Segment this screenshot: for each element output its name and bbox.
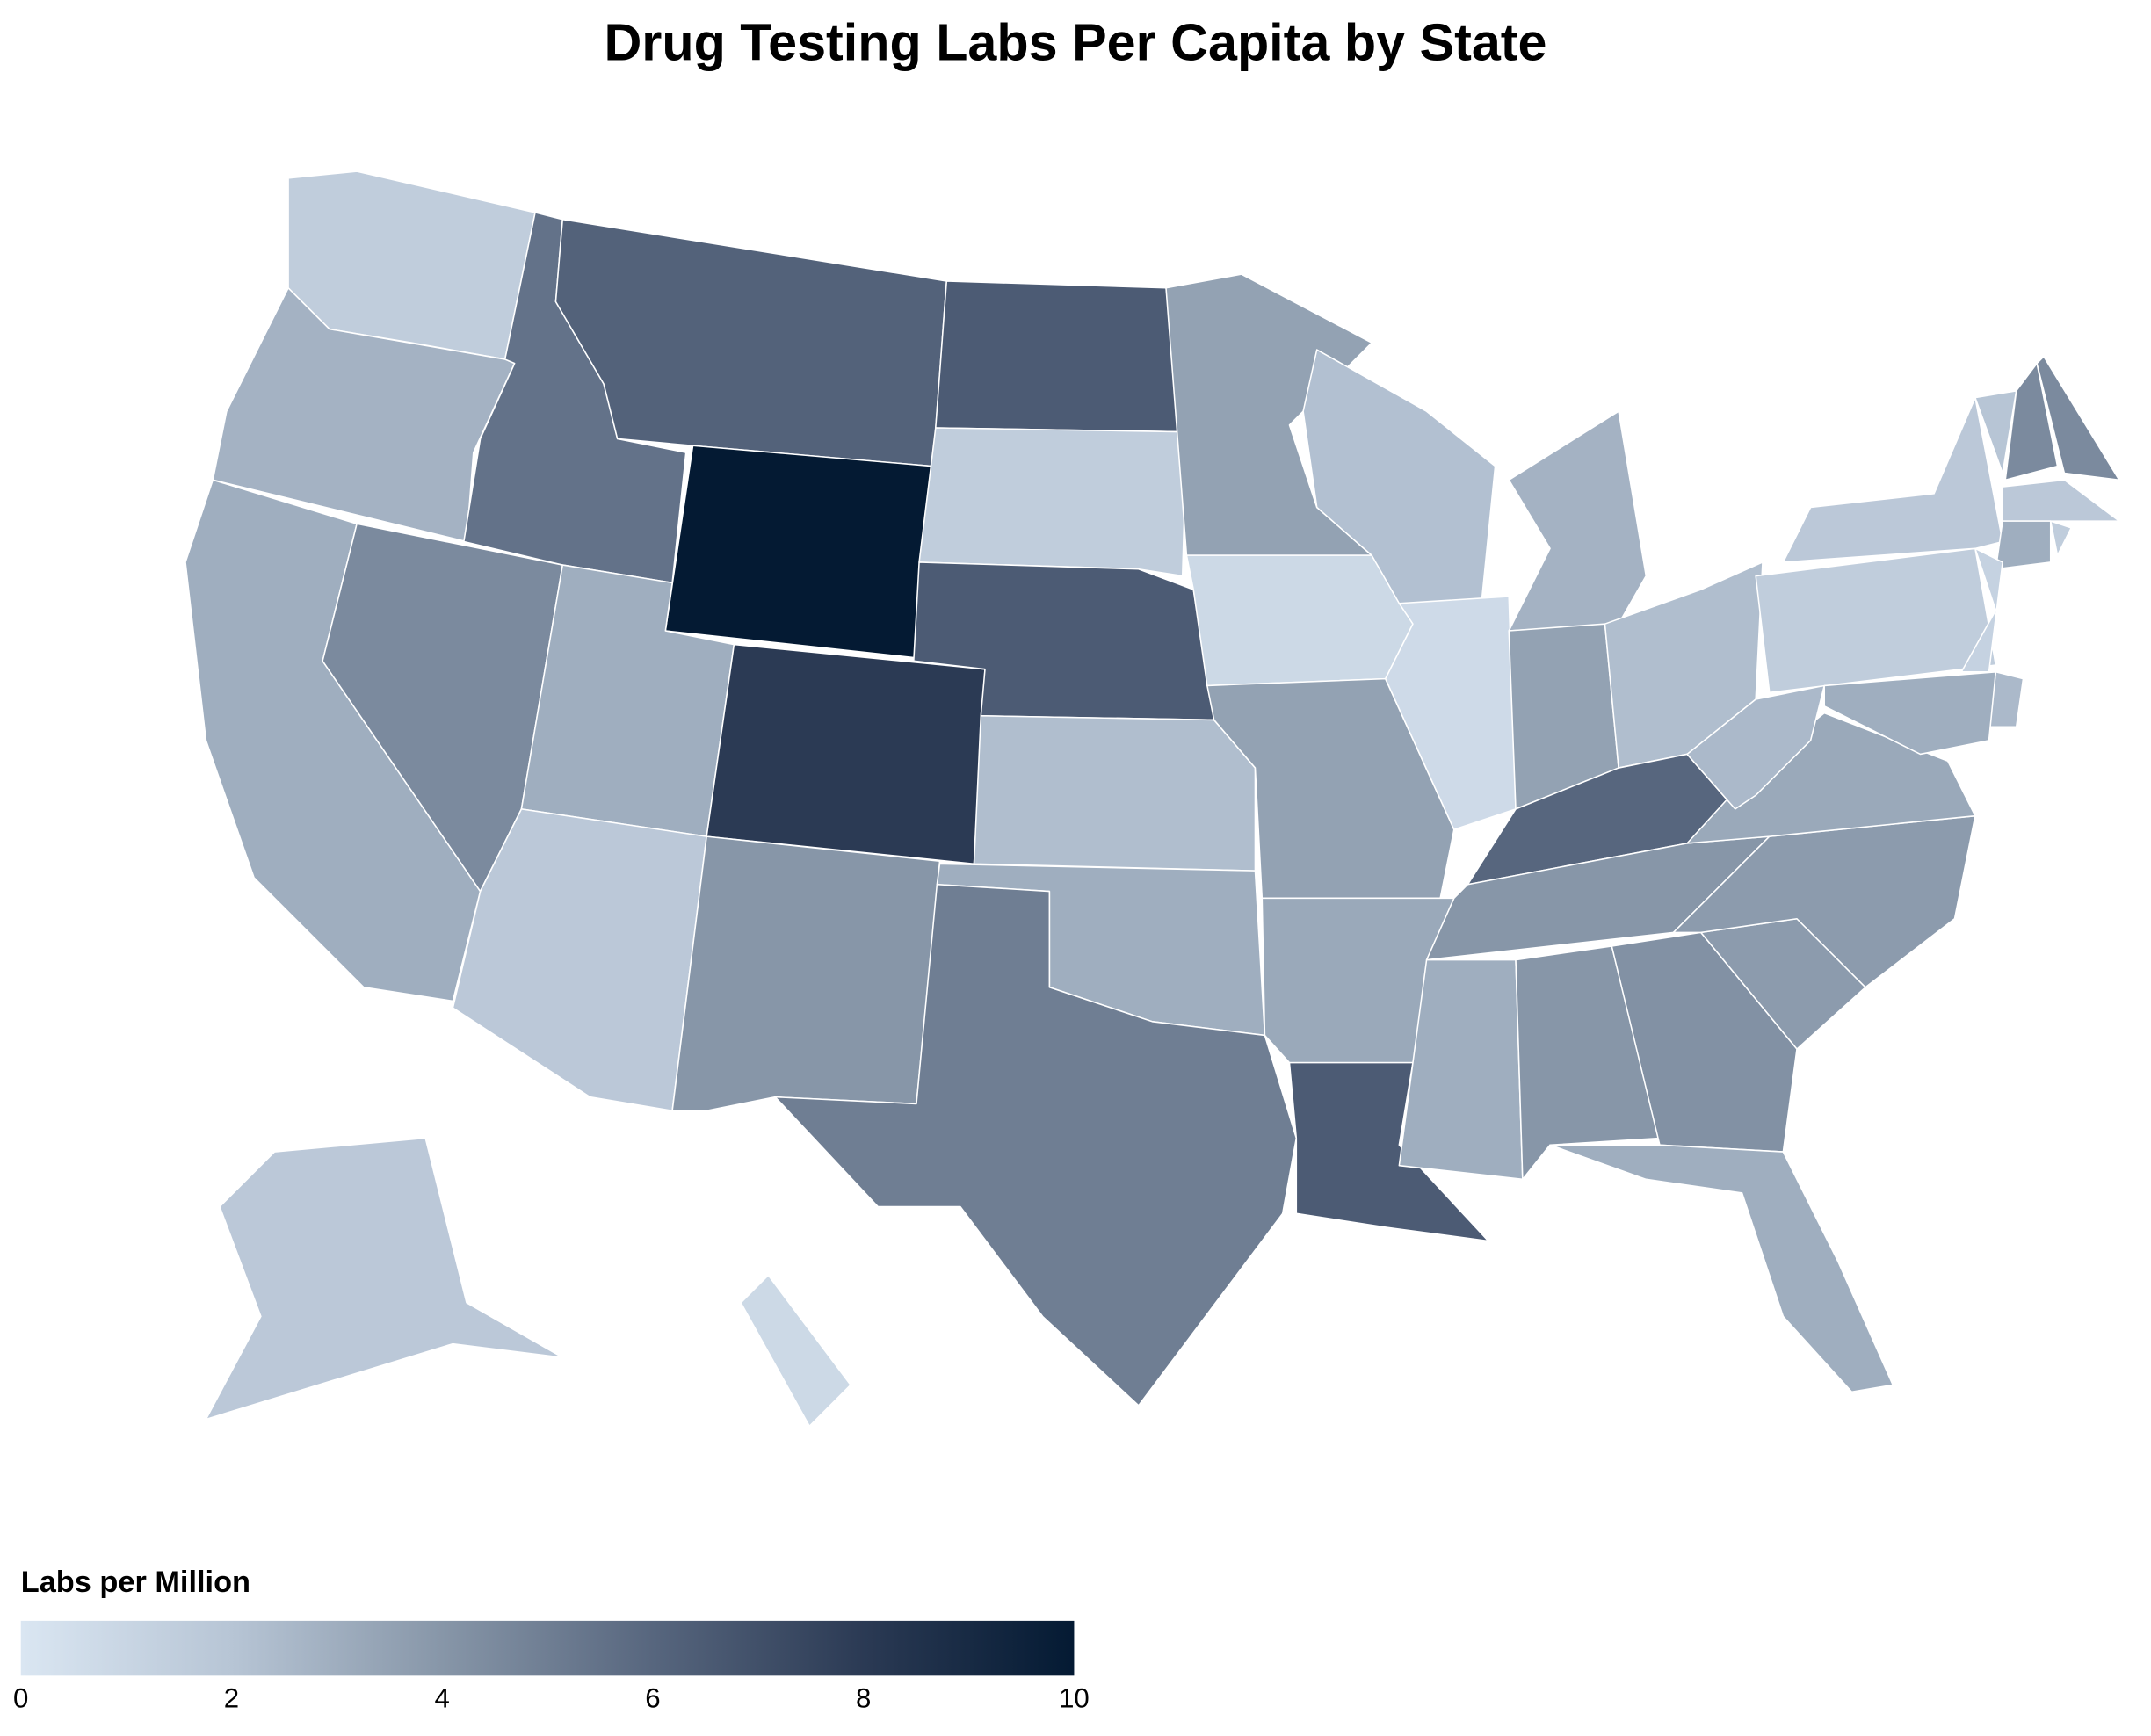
state: [1960, 547, 2003, 673]
state: [1995, 520, 2052, 570]
colorbar: [20, 1620, 1075, 1676]
state: [1823, 671, 1997, 756]
state: [2004, 362, 2059, 481]
state: [2049, 520, 2072, 556]
state: [1398, 958, 1524, 1181]
state: [706, 643, 986, 865]
colorbar-tick-label: 6: [645, 1683, 660, 1714]
state: [212, 286, 516, 543]
state: [664, 445, 934, 659]
colorbar-tick-label: 4: [435, 1683, 450, 1714]
state: [740, 1274, 851, 1428]
state: [2036, 356, 2120, 481]
colorbar-tick-label: 10: [1059, 1683, 1090, 1714]
state: [205, 1137, 564, 1421]
colorbar-tick-label: 8: [856, 1683, 871, 1714]
state: [1185, 554, 1414, 687]
state: [1686, 684, 1825, 810]
chart-title: Drug Testing Labs Per Capita by State: [604, 13, 1546, 72]
state: [1515, 945, 1661, 1181]
state: [1508, 410, 1648, 632]
state: [774, 883, 1298, 1407]
colorbar-tick-label: 2: [224, 1683, 239, 1714]
state: [935, 280, 1188, 433]
state: [1611, 931, 1798, 1153]
state: [973, 714, 1257, 872]
state: [1974, 390, 2017, 474]
colorbar-title: Labs per Million: [21, 1566, 250, 1599]
colorbar-tick-label: 0: [13, 1683, 28, 1714]
state: [918, 427, 1188, 577]
state: [554, 218, 948, 467]
state: [671, 835, 941, 1112]
state: [1549, 1144, 1894, 1393]
states: [185, 170, 2120, 1428]
state: [1782, 396, 2003, 563]
state: [1755, 547, 1997, 693]
state: [2002, 479, 2120, 522]
state: [1384, 596, 1517, 831]
